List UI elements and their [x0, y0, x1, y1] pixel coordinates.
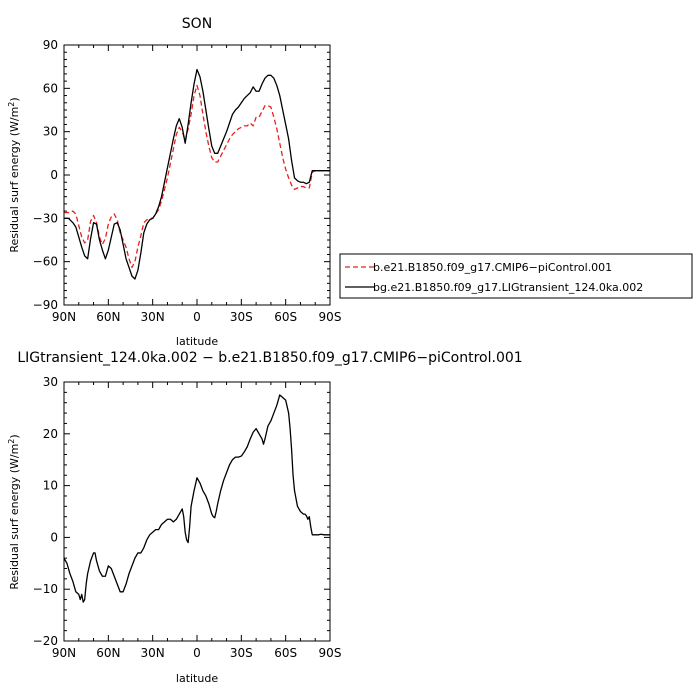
- top-chart-plot-frame: [63, 44, 331, 306]
- y-tick-label: 30: [43, 125, 58, 139]
- top-chart-series: [64, 68, 330, 280]
- top-chart-y-axis-label-sup: 2: [7, 102, 16, 107]
- x-tick-label: 60S: [274, 310, 297, 324]
- y-tick-label: 60: [43, 81, 58, 95]
- top-chart-x-axis-label: latitude: [176, 335, 218, 348]
- x-tick-label: 60N: [96, 310, 120, 324]
- x-tick-label: 0: [193, 646, 201, 660]
- bottom-series-1-line: [63, 394, 330, 603]
- y-tick-label: −10: [33, 582, 58, 596]
- legend-series-1-label: b.e21.B1850.f09_g17.CMIP6−piControl.001: [373, 261, 612, 274]
- bottom-chart-series: [63, 394, 330, 603]
- top-chart-y-axis-label: Residual surf energy (W/m2): [7, 97, 21, 252]
- legend: b.e21.B1850.f09_g17.CMIP6−piControl.001 …: [339, 253, 693, 299]
- bottom-chart-title: LIGtransient_124.0ka.002 − b.e21.B1850.f…: [17, 350, 522, 366]
- bottom-chart-y-axis-label: Residual surf energy (W/m2): [7, 434, 21, 589]
- bottom-chart-ticks: [63, 381, 331, 642]
- y-tick-label: 0: [50, 530, 58, 544]
- x-tick-label: 30S: [230, 646, 253, 660]
- top-chart-ticks: [63, 44, 331, 306]
- y-tick-label: −30: [33, 211, 58, 225]
- top-series-1-line: [64, 84, 330, 269]
- x-tick-label: 60N: [96, 646, 120, 660]
- x-tick-label: 30S: [230, 310, 253, 324]
- bottom-chart-y-tick-labels: −20 −10 0 10 20 30: [33, 375, 58, 648]
- bottom-chart-x-tick-labels: 90N 60N 30N 0 30S 60S 90S: [52, 646, 342, 660]
- top-series-2-line: [64, 68, 330, 280]
- bottom-chart-plot-frame: [63, 381, 331, 642]
- bottom-chart-x-axis-label: latitude: [176, 672, 218, 685]
- legend-box: [339, 253, 693, 299]
- top-chart-x-tick-labels: 90N 60N 30N 0 30S 60S 90S: [52, 310, 342, 324]
- y-tick-label: −20: [33, 634, 58, 648]
- top-chart: SON 90N 60N 30N 0 30S 60S 90S −90 −60 −30 0 30 60 90…: [7, 16, 341, 348]
- top-chart-y-axis-label-close: ): [8, 97, 21, 101]
- y-tick-label: 10: [43, 479, 58, 493]
- y-tick-label: −60: [33, 255, 58, 269]
- bottom-chart-y-axis-label-main: Residual surf energy (W/m: [8, 444, 21, 590]
- bottom-chart: LIGtransient_124.0ka.002 − b.e21.B1850.f…: [7, 350, 523, 685]
- y-tick-label: −90: [33, 298, 58, 312]
- x-tick-label: 60S: [274, 646, 297, 660]
- y-tick-label: 90: [43, 38, 58, 52]
- top-chart-y-tick-labels: −90 −60 −30 0 30 60 90: [33, 38, 58, 312]
- legend-series-2-label: bg.e21.B1850.f09_g17.LIGtransient_124.0k…: [373, 281, 643, 294]
- x-tick-label: 90N: [52, 310, 76, 324]
- x-tick-label: 0: [193, 310, 201, 324]
- y-tick-label: 0: [50, 168, 58, 182]
- y-tick-label: 30: [43, 375, 58, 389]
- y-tick-label: 20: [43, 427, 58, 441]
- x-tick-label: 30N: [141, 646, 165, 660]
- top-chart-y-axis-label-main: Residual surf energy (W/m: [8, 107, 21, 253]
- x-tick-label: 90S: [319, 310, 342, 324]
- x-tick-label: 90N: [52, 646, 76, 660]
- bottom-chart-y-axis-label-sup: 2: [7, 439, 16, 444]
- x-tick-label: 30N: [141, 310, 165, 324]
- top-chart-title: SON: [182, 16, 212, 32]
- bottom-chart-y-axis-label-close: ): [8, 434, 21, 438]
- x-tick-label: 90S: [319, 646, 342, 660]
